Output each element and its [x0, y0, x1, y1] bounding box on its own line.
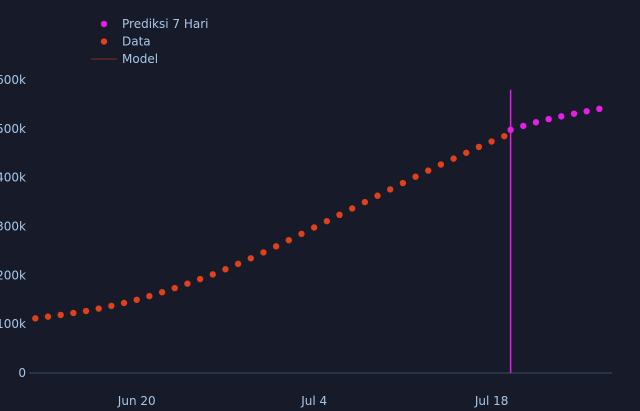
data-point [133, 296, 140, 303]
data-point [272, 243, 280, 250]
y-axis-ticks: 0 100k 200k 300k 400k 500k 600k [0, 73, 26, 380]
data-point [425, 167, 432, 174]
data-point [171, 284, 178, 292]
data-point [32, 315, 39, 322]
data-point [310, 224, 318, 231]
data-point [120, 299, 128, 307]
data-point [298, 230, 305, 238]
legend[interactable]: Prediksi 7 Hari Data Model [91, 17, 208, 66]
data-point [247, 255, 254, 262]
data-point [412, 173, 419, 180]
data-point [488, 138, 495, 145]
data-point [70, 309, 77, 317]
data-point [44, 313, 52, 320]
y-tick-label: 200k [0, 268, 26, 282]
data-point [437, 161, 445, 168]
data-point [184, 280, 191, 287]
y-tick-label: 100k [0, 317, 26, 331]
data-point [348, 205, 356, 212]
legend-marker [100, 20, 108, 28]
data-point [260, 249, 267, 256]
data-point [323, 217, 331, 225]
y-tick-label: 0 [18, 366, 26, 380]
prediction-point [583, 108, 590, 115]
x-tick-label: Jul 18 [474, 394, 509, 408]
data-point [361, 198, 369, 206]
data-point [399, 179, 407, 187]
data-point [234, 260, 242, 268]
prediction-series [507, 105, 603, 134]
data-point [336, 211, 343, 219]
data-series [32, 132, 508, 322]
data-point [387, 186, 394, 193]
data-point [57, 311, 64, 319]
data-point [475, 143, 483, 151]
data-point [463, 149, 470, 156]
prediction-point [570, 110, 578, 117]
data-point [209, 271, 216, 278]
prediction-point [532, 119, 540, 126]
data-point [95, 305, 102, 312]
prediction-point [558, 113, 565, 120]
prediction-point [507, 126, 514, 134]
legend-label[interactable]: Prediksi 7 Hari [122, 17, 208, 31]
legend-label[interactable]: Data [122, 35, 151, 49]
legend-label[interactable]: Model [122, 52, 158, 66]
y-tick-label: 500k [0, 122, 26, 136]
data-point [501, 132, 508, 140]
data-point [222, 266, 229, 273]
data-point [285, 236, 293, 244]
legend-marker [100, 38, 108, 45]
data-point [158, 289, 166, 296]
prediction-point [596, 105, 603, 113]
data-point [108, 302, 115, 310]
data-point [374, 192, 381, 199]
y-tick-label: 600k [0, 73, 26, 87]
x-tick-label: Jun 20 [117, 394, 156, 408]
data-point [146, 292, 153, 300]
y-tick-label: 400k [0, 171, 26, 185]
data-point [196, 275, 204, 283]
x-tick-label: Jul 4 [300, 394, 327, 408]
data-point [450, 155, 457, 162]
data-point [82, 307, 90, 315]
y-tick-label: 300k [0, 220, 26, 234]
prediction-point [545, 115, 552, 123]
prediction-point [520, 122, 527, 130]
